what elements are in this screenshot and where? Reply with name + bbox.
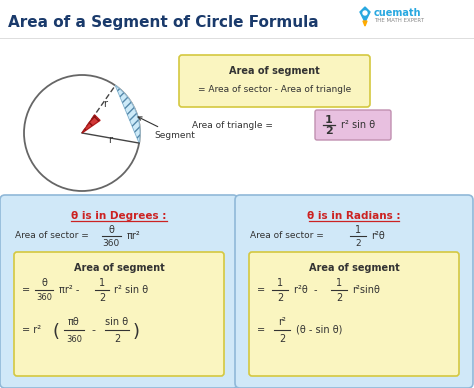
- Text: 2: 2: [277, 293, 283, 303]
- FancyBboxPatch shape: [249, 252, 459, 376]
- Text: (: (: [53, 323, 60, 341]
- FancyBboxPatch shape: [14, 252, 224, 376]
- Text: πθ: πθ: [68, 317, 80, 327]
- Text: 2: 2: [336, 293, 342, 303]
- Polygon shape: [363, 21, 367, 26]
- FancyBboxPatch shape: [235, 195, 473, 388]
- Text: θ is in Degrees :: θ is in Degrees :: [71, 211, 167, 221]
- Text: Area of triangle =: Area of triangle =: [192, 121, 273, 130]
- Text: r²: r²: [278, 317, 286, 327]
- Text: θ: θ: [41, 278, 47, 288]
- Text: 2: 2: [355, 239, 361, 248]
- Polygon shape: [360, 7, 370, 22]
- Text: THE MATH EXPERT: THE MATH EXPERT: [374, 17, 424, 23]
- FancyBboxPatch shape: [0, 195, 238, 388]
- Text: r²sinθ: r²sinθ: [352, 285, 380, 295]
- Text: Area of segment: Area of segment: [229, 66, 320, 76]
- Text: 2: 2: [279, 334, 285, 344]
- Text: sin θ: sin θ: [105, 317, 128, 327]
- Text: r²θ: r²θ: [371, 231, 385, 241]
- Text: r² sin θ: r² sin θ: [341, 120, 375, 130]
- Text: -: -: [91, 325, 95, 335]
- Polygon shape: [115, 85, 140, 143]
- Text: 2: 2: [99, 293, 105, 303]
- Text: θ is in Radians :: θ is in Radians :: [307, 211, 401, 221]
- Text: 1: 1: [325, 115, 333, 125]
- Text: ): ): [133, 323, 140, 341]
- FancyBboxPatch shape: [179, 55, 370, 107]
- Text: 360: 360: [102, 239, 119, 248]
- Text: 360: 360: [36, 293, 52, 303]
- Text: 360: 360: [66, 334, 82, 343]
- Text: 2: 2: [114, 334, 120, 344]
- FancyBboxPatch shape: [315, 110, 391, 140]
- Text: r²θ  -: r²θ -: [294, 285, 318, 295]
- Text: 1: 1: [336, 278, 342, 288]
- Text: πr²: πr²: [127, 231, 141, 241]
- Circle shape: [363, 11, 367, 15]
- Text: 1: 1: [355, 225, 361, 235]
- Text: Segment: Segment: [138, 117, 195, 140]
- Text: θ: θ: [108, 225, 114, 235]
- Text: r: r: [103, 99, 107, 109]
- Text: =: =: [257, 285, 265, 295]
- Polygon shape: [82, 115, 100, 133]
- Text: Area of sector =: Area of sector =: [250, 232, 324, 241]
- Text: = Area of sector - Area of triangle: = Area of sector - Area of triangle: [198, 85, 351, 95]
- Text: πr² -: πr² -: [59, 285, 79, 295]
- Text: cuemath: cuemath: [374, 8, 421, 18]
- Text: 2: 2: [325, 126, 333, 136]
- Text: Area of a Segment of Circle Formula: Area of a Segment of Circle Formula: [8, 14, 319, 29]
- Text: r² sin θ: r² sin θ: [114, 285, 148, 295]
- Text: r: r: [109, 135, 112, 145]
- Text: (θ - sin θ): (θ - sin θ): [296, 325, 342, 335]
- Text: =: =: [22, 285, 30, 295]
- Text: Area of segment: Area of segment: [73, 263, 164, 273]
- Text: =: =: [257, 325, 265, 335]
- Text: 1: 1: [99, 278, 105, 288]
- Text: 1: 1: [277, 278, 283, 288]
- Text: Area of sector =: Area of sector =: [15, 232, 89, 241]
- Text: Area of segment: Area of segment: [309, 263, 400, 273]
- Text: = r²: = r²: [22, 325, 41, 335]
